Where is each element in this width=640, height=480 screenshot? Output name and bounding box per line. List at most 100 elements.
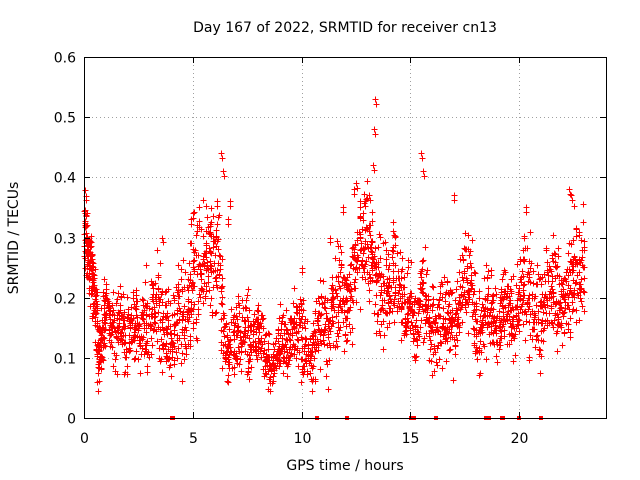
data-point <box>581 308 588 315</box>
data-point <box>93 310 100 317</box>
data-point <box>238 337 245 344</box>
data-point <box>155 309 162 316</box>
data-point <box>486 331 493 338</box>
data-point <box>241 317 248 324</box>
data-point <box>323 373 330 380</box>
data-point <box>171 311 178 318</box>
data-point <box>477 338 484 345</box>
data-point <box>419 279 426 286</box>
data-point <box>419 289 426 296</box>
data-point <box>101 340 108 347</box>
data-point <box>158 291 165 298</box>
data-point <box>210 213 217 220</box>
data-point <box>151 304 158 311</box>
data-point <box>553 264 560 271</box>
data-point <box>391 319 398 326</box>
data-point <box>516 285 523 292</box>
data-point <box>293 355 300 362</box>
data-point <box>225 379 232 386</box>
data-point <box>116 320 123 327</box>
data-point <box>195 311 202 318</box>
data-point <box>390 279 397 286</box>
data-point <box>535 271 542 278</box>
data-point <box>347 329 354 336</box>
data-point <box>508 288 515 295</box>
data-point <box>213 234 220 241</box>
data-point <box>320 332 327 339</box>
data-point <box>485 291 492 298</box>
data-point <box>405 264 412 271</box>
data-point <box>288 316 295 323</box>
data-point <box>392 262 399 269</box>
data-point <box>132 326 139 333</box>
data-point <box>554 263 561 270</box>
data-point <box>147 321 154 328</box>
peak-point <box>370 162 377 169</box>
data-point <box>494 359 501 366</box>
data-point <box>377 292 384 299</box>
data-point <box>439 365 446 372</box>
data-point <box>207 302 214 309</box>
data-point <box>131 332 138 339</box>
data-point <box>187 271 194 278</box>
data-point <box>487 340 494 347</box>
data-point <box>340 319 347 326</box>
data-point <box>560 293 567 300</box>
data-point <box>380 346 387 353</box>
data-point <box>415 329 422 336</box>
data-point <box>464 279 471 286</box>
data-point <box>562 276 569 283</box>
data-point <box>465 246 472 253</box>
peak-point <box>569 197 576 204</box>
data-point <box>573 307 580 314</box>
data-point <box>314 318 321 325</box>
data-point <box>333 338 340 345</box>
data-point <box>196 204 203 211</box>
data-point <box>361 191 368 198</box>
data-point <box>395 298 402 305</box>
data-point <box>144 369 151 376</box>
data-point <box>152 310 159 317</box>
data-point <box>550 324 557 331</box>
data-point <box>190 325 197 332</box>
data-point <box>244 332 251 339</box>
data-point <box>109 311 116 318</box>
data-point <box>517 295 524 302</box>
data-point <box>473 333 480 340</box>
data-point <box>204 214 211 221</box>
data-point <box>371 310 378 317</box>
data-point <box>420 257 427 264</box>
data-point <box>216 252 223 259</box>
data-point <box>157 260 164 267</box>
y-tick-label: 0 <box>67 412 76 428</box>
data-point <box>130 295 137 302</box>
data-point <box>156 302 163 309</box>
data-point <box>414 328 421 335</box>
data-point <box>260 366 267 373</box>
data-point <box>318 311 325 318</box>
x-tick-labels: 0 5 10 15 20 <box>80 431 528 447</box>
data-point <box>415 310 422 317</box>
data-point <box>490 320 497 327</box>
data-point <box>571 254 578 261</box>
data-point <box>576 229 583 236</box>
data-point <box>464 265 471 272</box>
data-point <box>286 336 293 343</box>
data-point <box>362 238 369 245</box>
data-point <box>486 321 493 328</box>
data-point <box>186 260 193 267</box>
y-tick-label: 0.4 <box>54 171 76 187</box>
data-point <box>92 296 99 303</box>
data-point <box>318 293 325 300</box>
data-point <box>317 277 324 284</box>
data-point <box>413 336 420 343</box>
data-point <box>490 339 497 346</box>
data-point <box>392 234 399 241</box>
data-point <box>182 324 189 331</box>
data-point <box>124 363 131 370</box>
data-point <box>473 300 480 307</box>
data-point <box>379 305 386 312</box>
data-point <box>170 292 177 299</box>
data-point <box>348 293 355 300</box>
data-point <box>401 284 408 291</box>
